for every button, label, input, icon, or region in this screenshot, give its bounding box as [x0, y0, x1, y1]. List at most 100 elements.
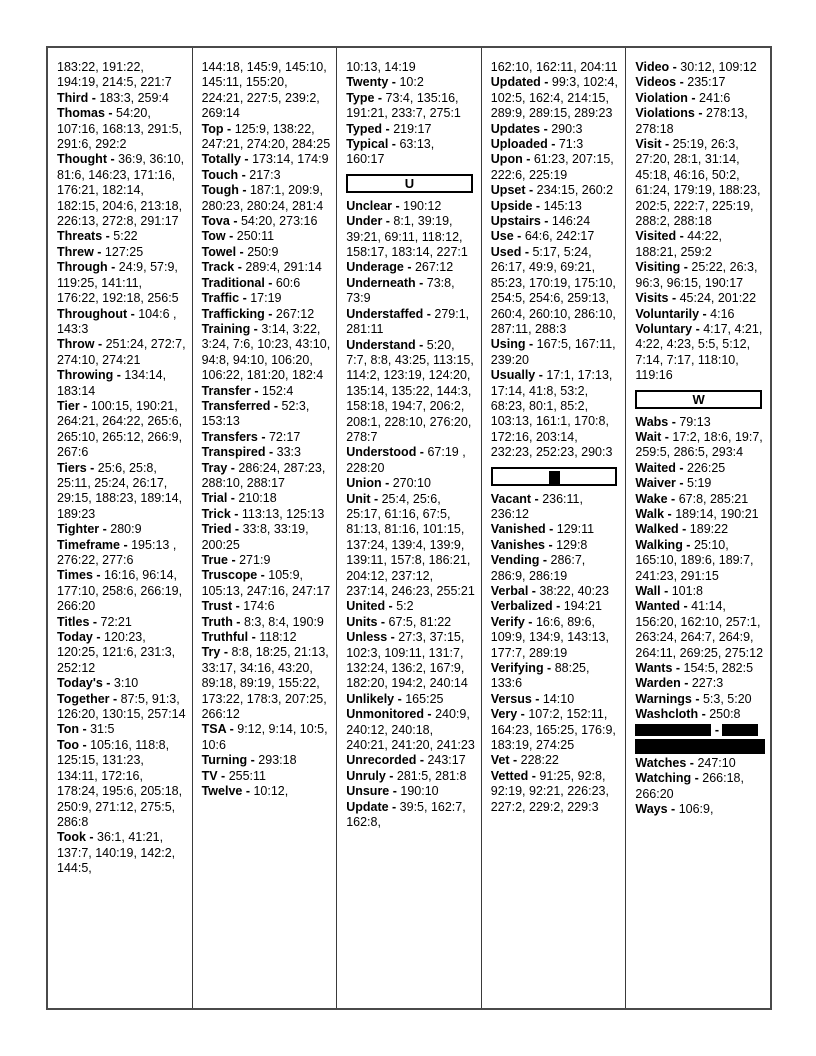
index-entry: Trick - 113:13, 125:13 [202, 507, 332, 522]
entry-word: Times - [57, 568, 105, 583]
index-entry: Wake - 67:8, 285:21 [635, 492, 765, 507]
entry-refs: 61:23, 207:15, 222:6, 225:19 [490, 152, 614, 182]
entry-word: Wall - [635, 584, 672, 598]
index-entry: Tova - 54:20, 273:16 [202, 214, 332, 229]
index-entry: Turning - 293:18 [202, 753, 332, 768]
entry-word: Tova - [201, 214, 241, 229]
entry-refs: 250:8 [709, 707, 741, 722]
entry-word: TV - [201, 768, 229, 783]
index-entry: Visiting - 25:22, 26:3, 96:3, 96:15, 190… [635, 260, 765, 291]
index-entry: Updated - 99:3, 102:4, 102:5, 162:4, 214… [491, 75, 621, 121]
entry-refs: 71:3 [558, 137, 584, 152]
entry-refs: 120:23, 120:25, 121:6, 231:3, 252:12 [57, 630, 176, 675]
entry-refs: 72:21 [100, 614, 132, 629]
entry-word: Totally - [201, 152, 253, 167]
entry-refs: 210:18 [238, 491, 277, 506]
section-header-redacted [490, 466, 618, 486]
entry-word: Tough - [201, 183, 250, 198]
index-entry: Waited - 226:25 [635, 461, 765, 476]
index-entry: Versus - 14:10 [491, 692, 621, 707]
redacted-index-entry: - [635, 722, 766, 755]
index-entry: TSA - 9:12, 9:14, 10:5, 10:6 [202, 722, 332, 753]
entry-word: Watching - [635, 771, 703, 786]
entry-word: Underneath - [346, 275, 427, 290]
entry-word: Throughout - [57, 306, 139, 321]
entry-word: Threw - [57, 244, 105, 259]
index-entry: Vending - 286:7, 286:9, 286:19 [491, 553, 621, 584]
index-entry: Totally - 173:14, 174:9 [202, 152, 332, 167]
entry-refs: 189:22 [689, 522, 729, 537]
entry-word: Throw - [57, 337, 106, 352]
entry-word: Voluntary - [635, 321, 704, 336]
index-entry: United - 5:2 [346, 599, 476, 614]
entry-word: Upstairs - [490, 214, 552, 229]
entry-refs: 173:14, 174:9 [252, 152, 329, 167]
entry-refs: 129:11 [556, 522, 595, 537]
entry-refs: 3:10 [113, 676, 139, 691]
entry-refs: 104:6 , 143:3 [57, 306, 177, 336]
entry-word: Video - [635, 60, 681, 74]
entry-refs: 251:24, 272:7, 274:10, 274:21 [57, 337, 186, 367]
entry-refs: 129:8 [556, 537, 588, 552]
index-entry: Wait - 17:2, 18:6, 19:7, 259:5, 286:5, 2… [635, 430, 765, 461]
index-entry: Tier - 100:15, 190:21, 264:21, 264:22, 2… [57, 399, 187, 461]
index-entry: Uploaded - 71:3 [491, 137, 621, 152]
entry-word: Turning - [201, 753, 259, 768]
entry-word: Verify - [490, 614, 536, 629]
index-entry: Wants - 154:5, 282:5 [635, 661, 765, 676]
entry-refs: 250:11 [236, 229, 275, 244]
index-entry: Upstairs - 146:24 [491, 214, 621, 229]
entry-word: Waited - [635, 460, 687, 475]
entry-refs: 278:13, 278:18 [635, 106, 748, 136]
entry-refs: 167:5, 167:11, 239:20 [490, 337, 616, 367]
entry-refs: 67:19 , 228:20 [346, 445, 466, 475]
entry-word: Voluntarily - [635, 306, 711, 321]
entry-refs: 5:20, 7:7, 8:8, 43:25, 113:15, 114:2, 12… [346, 337, 474, 444]
index-entry: Updates - 290:3 [491, 122, 621, 137]
entry-refs: 240:9, 240:12, 240:18, 240:21, 241:20, 2… [346, 707, 475, 753]
entry-word: Wants - [635, 661, 684, 676]
entry-refs: 39:5, 162:7, 162:8, [346, 799, 466, 830]
index-entry: Through - 24:9, 57:9, 119:25, 141:11, 17… [57, 260, 187, 306]
index-entry: Throughout - 104:6 , 143:3 [57, 307, 187, 338]
entry-word: Tier - [57, 398, 91, 413]
entry-refs: 266:18, 266:20 [635, 771, 744, 801]
entry-refs: 16:16, 96:14, 177:10, 258:6, 266:19, 266… [57, 568, 183, 614]
entry-refs: 152:4 [262, 383, 294, 398]
index-entry: Union - 270:10 [346, 476, 476, 491]
entry-refs: 54:20, 107:16, 168:13, 291:5, 291:6, 292… [57, 106, 183, 152]
entry-refs: 293:18 [258, 753, 297, 768]
entry-refs: 267:12 [414, 260, 454, 275]
index-column-5: Video - 30:12, 109:12 Videos - 235:17 Viol… [626, 48, 770, 1008]
index-entry: Thought - 36:9, 36:10, 81:6, 146:23, 171… [57, 152, 187, 229]
entry-word: Update - [346, 799, 400, 814]
entry-word: Washcloth - [635, 707, 710, 722]
entry-refs: 30:12, 109:12 [680, 60, 757, 74]
entry-word: Vetted - [490, 768, 540, 783]
index-entry: Titles - 72:21 [57, 615, 187, 630]
index-entry: Traffic - 17:19 [202, 291, 332, 306]
entry-refs: 106:9, [678, 802, 714, 817]
entry-word: Union - [346, 476, 393, 491]
index-entry: Underneath - 73:8, 73:9 [346, 276, 476, 307]
entry-word: Transfers - [201, 429, 269, 444]
index-entry: Unmonitored - 240:9, 240:12, 240:18, 240… [346, 707, 476, 753]
entry-word: Training - [201, 321, 262, 336]
index-entry: Warden - 227:3 [635, 676, 765, 691]
entry-refs: 127:25 [104, 244, 144, 259]
entry-word: Very - [490, 707, 529, 722]
entry-refs: 146:24 [551, 214, 591, 229]
entry-refs: 105:9, 105:13, 247:16, 247:17 [201, 568, 331, 598]
entry-word: Tighter - [57, 522, 111, 537]
entry-word: Walked - [635, 522, 690, 537]
entry-refs: 5:22 [113, 229, 138, 244]
entry-word: Use - [490, 229, 525, 244]
entry-separator: - [711, 722, 723, 737]
entry-word: Unruly - [346, 768, 397, 783]
index-entry: Vacant - 236:11, 236:12 [491, 492, 621, 523]
index-entry: True - 271:9 [202, 553, 332, 568]
index-entry: Voluntary - 4:17, 4:21, 4:22, 4:23, 5:5,… [635, 322, 765, 384]
entry-refs: 190:10 [400, 784, 439, 799]
entry-refs: 134:14, 183:14 [57, 368, 167, 398]
entry-refs: 183:3, 259:4 [99, 90, 169, 105]
